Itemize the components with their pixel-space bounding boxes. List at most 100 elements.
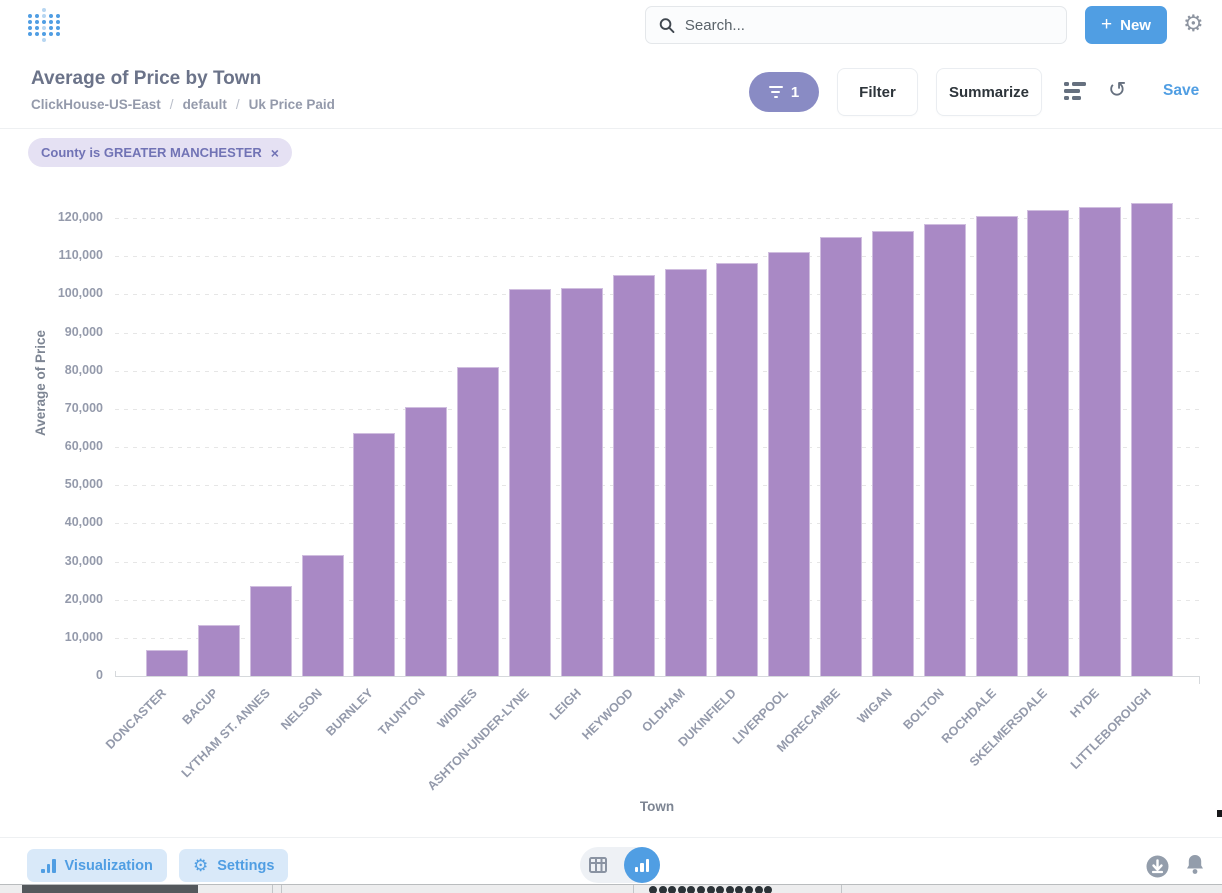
visualization-label: Visualization	[64, 857, 153, 874]
new-button[interactable]: + New	[1085, 6, 1167, 44]
breadcrumb-schema[interactable]: default	[182, 97, 227, 112]
logo-dot	[35, 26, 40, 30]
bar-wigan[interactable]	[871, 231, 914, 676]
bar-chart: 0 10,000 20,000 30,000 40,000 50,000 60,000 70,…	[0, 170, 1222, 837]
settings-label: Settings	[217, 857, 275, 874]
filter-count: 1	[790, 83, 800, 101]
breadcrumb-database[interactable]: ClickHouse-US-East	[31, 97, 161, 112]
gridline	[115, 294, 1199, 296]
logo-dot	[56, 38, 60, 42]
strip-separator	[633, 885, 634, 893]
logo-dot	[35, 8, 39, 12]
breadcrumb-separator: /	[169, 97, 174, 112]
dots-row	[649, 886, 773, 893]
bar-liverpool[interactable]	[768, 252, 811, 676]
chart-toggle-selected[interactable]	[624, 847, 660, 883]
bar-dukinfield[interactable]	[716, 263, 759, 676]
scrollbar-thumb[interactable]	[22, 885, 198, 893]
bar-hyde[interactable]	[1079, 207, 1122, 676]
y-axis-tick-label: 10,000	[64, 629, 103, 644]
logo-dot	[41, 14, 46, 18]
logo-dot	[55, 26, 60, 30]
y-axis-tick-label: 100,000	[57, 286, 103, 301]
bar-rochdale[interactable]	[975, 216, 1018, 676]
logo-dot	[41, 20, 46, 24]
y-axis-tick-label: 40,000	[64, 515, 103, 530]
bottom-scroll-strip[interactable]	[0, 884, 1222, 893]
logo-dot	[48, 26, 53, 30]
logo-dot	[28, 20, 33, 24]
bar-littleborough[interactable]	[1131, 203, 1174, 676]
gear-icon[interactable]: ⚙	[1183, 11, 1204, 37]
bell-icon[interactable]	[1185, 854, 1205, 881]
logo-dot	[35, 14, 40, 18]
strip-separator	[272, 885, 273, 893]
table-icon[interactable]	[589, 857, 607, 878]
strip-separator	[841, 885, 842, 893]
logo-dot	[41, 8, 46, 12]
logo-dot	[49, 8, 53, 12]
axis-tick	[1199, 676, 1200, 684]
bar-nelson[interactable]	[301, 555, 344, 676]
bar-oldham[interactable]	[664, 269, 707, 676]
bar-ashton-under-lyne[interactable]	[508, 289, 551, 676]
y-axis-title: Average of Price	[33, 329, 48, 436]
axis-tick	[115, 671, 116, 676]
bar-doncaster[interactable]	[146, 650, 188, 676]
filter-button[interactable]: Filter	[837, 68, 918, 116]
funnel-icon	[768, 85, 783, 99]
gridline	[115, 447, 1199, 448]
logo-dot	[35, 32, 40, 36]
logo-dot	[28, 32, 33, 36]
gridline	[115, 218, 1199, 219]
bar-heywood[interactable]	[612, 275, 655, 676]
logo-dot	[35, 38, 39, 42]
y-axis-tick-label: 60,000	[64, 439, 103, 453]
notebook-icon[interactable]	[1064, 82, 1086, 101]
bar-skelmersdale[interactable]	[1027, 210, 1070, 676]
save-button[interactable]: Save	[1163, 82, 1200, 99]
logo-dot	[41, 26, 46, 30]
logo-dot	[28, 26, 33, 30]
gridline	[115, 561, 1199, 563]
breadcrumb: ClickHouse-US-East / default / Uk Price …	[31, 97, 335, 112]
bar-lytham-st-annes[interactable]	[249, 586, 292, 676]
filter-chip-label: County is GREATER MANCHESTER	[41, 145, 262, 160]
filter-chip[interactable]: County is GREATER MANCHESTER ×	[28, 138, 292, 167]
logo-dot	[55, 14, 60, 18]
bar-bolton[interactable]	[923, 224, 966, 676]
gridline	[115, 599, 1199, 601]
bar-bacup[interactable]	[197, 625, 240, 676]
display-toggle	[580, 847, 660, 883]
logo-dot	[41, 38, 46, 42]
search-bar[interactable]	[645, 6, 1067, 44]
bar-taunton[interactable]	[405, 407, 448, 676]
refresh-icon[interactable]: ↺	[1108, 78, 1127, 103]
logo-dot	[28, 14, 33, 18]
breadcrumb-table[interactable]: Uk Price Paid	[248, 97, 335, 112]
settings-button[interactable]: ⚙ Settings	[179, 849, 289, 882]
x-axis-line	[115, 676, 1199, 677]
strip-separator	[281, 885, 282, 893]
summarize-button[interactable]: Summarize	[936, 68, 1042, 116]
footer-divider	[0, 837, 1222, 838]
gridline	[115, 370, 1199, 372]
visualization-button[interactable]: Visualization	[27, 849, 167, 882]
bar-chart-icon	[634, 858, 650, 872]
close-icon[interactable]: ×	[270, 144, 279, 161]
y-axis-tick-label: 30,000	[64, 553, 103, 568]
search-input[interactable]	[684, 16, 1053, 34]
logo-dot	[55, 20, 60, 24]
y-axis-tick-label: 110,000	[58, 248, 104, 263]
bar-widnes[interactable]	[457, 367, 500, 676]
y-axis-tick-label: 120,000	[57, 210, 103, 224]
metabase-logo[interactable]	[27, 7, 61, 43]
download-icon[interactable]	[1146, 855, 1169, 883]
gridline	[115, 332, 1199, 334]
gridline	[115, 637, 1199, 639]
bar-leigh[interactable]	[560, 288, 603, 676]
bar-morecambe[interactable]	[820, 237, 863, 676]
bar-burnley[interactable]	[353, 433, 396, 676]
filter-count-badge[interactable]: 1	[749, 72, 819, 112]
